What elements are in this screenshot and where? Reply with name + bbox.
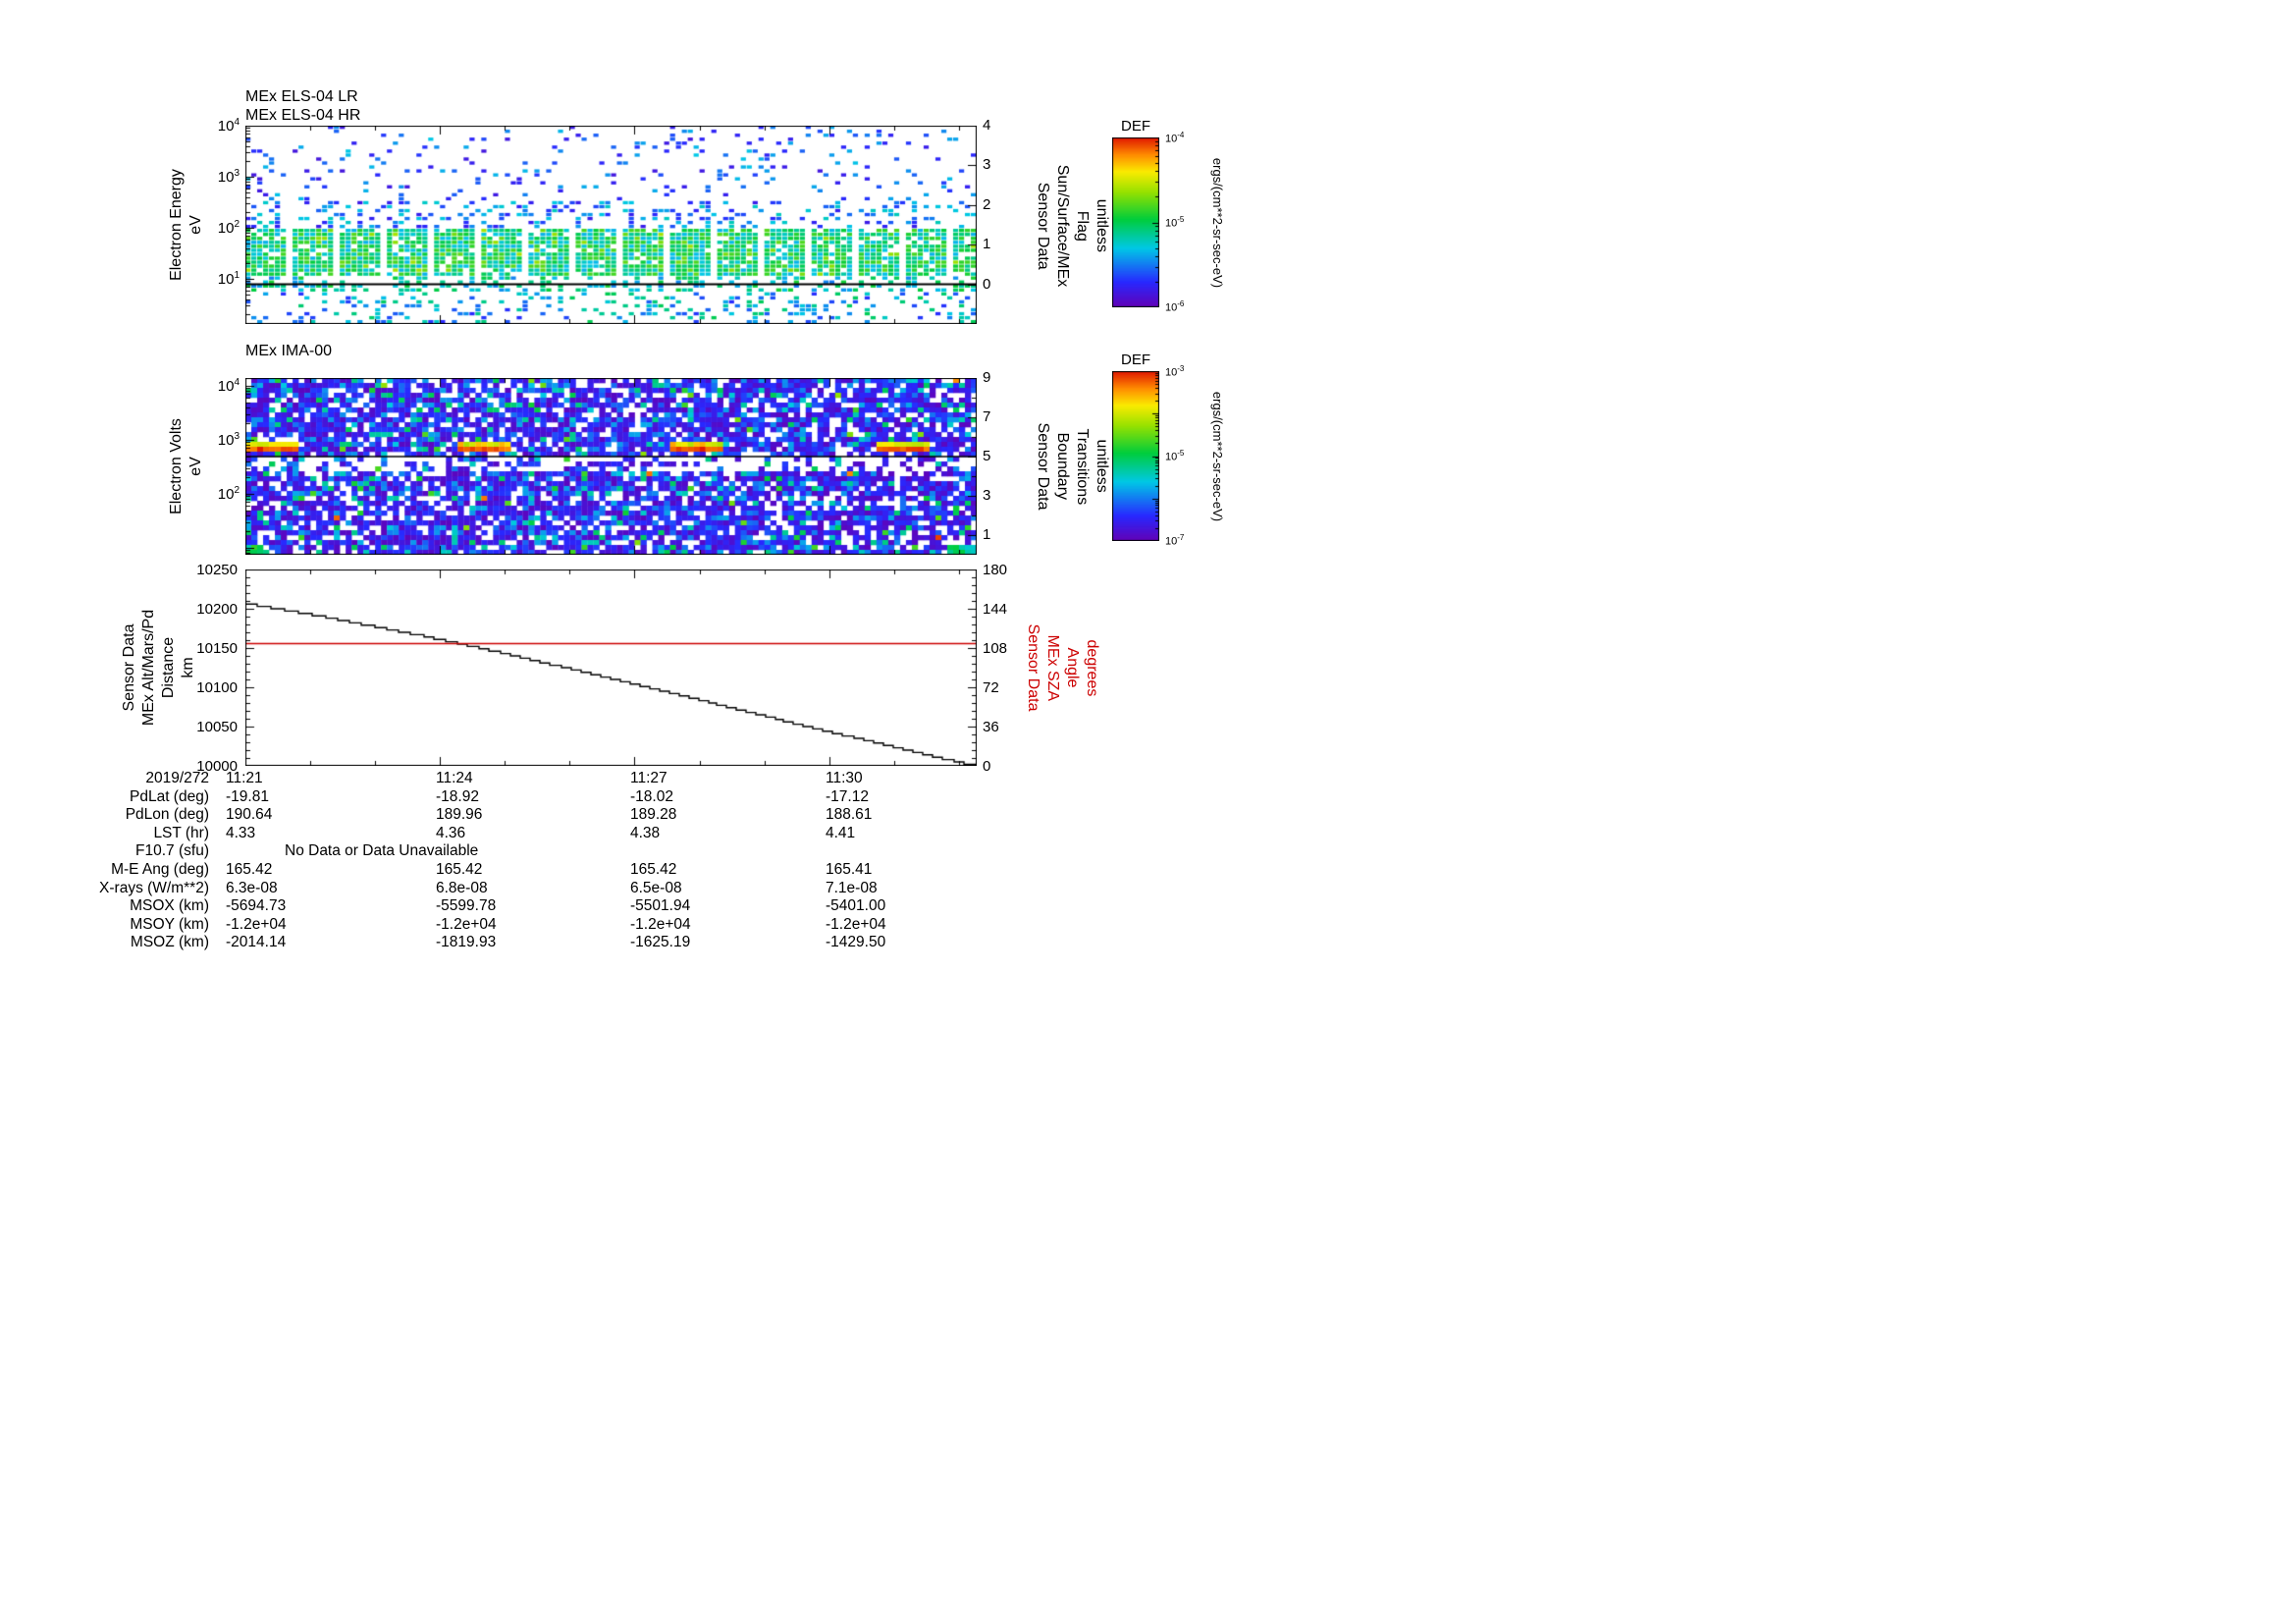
time-tick-label: 11:21 bbox=[226, 770, 263, 786]
els-y-tick-label: 102 bbox=[217, 219, 240, 237]
table-cell-value: -5694.73 bbox=[226, 897, 287, 915]
colorbar-tick-label: 10-4 bbox=[1165, 131, 1185, 145]
table-row-label: M-E Ang (deg) bbox=[111, 861, 209, 878]
table-cell-value: 190.64 bbox=[226, 806, 273, 824]
table-cell-value: -1.2e+04 bbox=[630, 915, 691, 933]
table-cell-value: -19.81 bbox=[226, 787, 269, 805]
table-row-label: X-rays (W/m**2) bbox=[99, 879, 209, 896]
table-cell-value: -1.2e+04 bbox=[226, 915, 287, 933]
ima-right-tick-label: 7 bbox=[983, 408, 991, 425]
table-cell-value: -18.02 bbox=[630, 787, 673, 805]
sza-right-axis-label: Sensor Data MEx SZA Angle degrees bbox=[1025, 623, 1100, 712]
ima-right-tick-label: 9 bbox=[983, 369, 991, 386]
alt-y-tick-label: 10200 bbox=[196, 601, 238, 618]
table-cell-value: -2014.14 bbox=[226, 934, 287, 951]
sza-right-tick-label: 144 bbox=[983, 601, 1008, 618]
els-title-lr: MEx ELS-04 LR bbox=[245, 88, 358, 105]
table-cell-value: 165.42 bbox=[226, 861, 273, 878]
sza-right-tick-label: 108 bbox=[983, 640, 1008, 657]
els-right-tick-label: 3 bbox=[983, 156, 991, 174]
els-colorbar-canvas bbox=[1112, 137, 1159, 307]
els-right-axis-label: Sensor Data Sun/Surface/MEx Flag unitles… bbox=[1035, 164, 1110, 288]
table-cell-value: -17.12 bbox=[826, 787, 869, 805]
table-cell-value: -5401.00 bbox=[826, 897, 886, 915]
els-y-tick-label: 103 bbox=[217, 168, 240, 186]
table-cell-value: 4.38 bbox=[630, 824, 661, 841]
colorbar-tick-label: 10-5 bbox=[1165, 215, 1185, 230]
table-cell-value: -1625.19 bbox=[630, 934, 691, 951]
table-cell-value: 6.8e-08 bbox=[436, 879, 488, 896]
els-colorbar-title: DEF bbox=[1121, 118, 1150, 135]
sza-right-tick-label: 72 bbox=[983, 679, 999, 696]
ima-spectrogram-canvas bbox=[245, 378, 977, 555]
table-cell-value: 165.42 bbox=[436, 861, 483, 878]
table-cell-value: 189.28 bbox=[630, 806, 677, 824]
table-row-label: MSOZ (km) bbox=[130, 934, 209, 951]
ima-right-tick-label: 3 bbox=[983, 487, 991, 504]
ima-right-axis-label: Sensor Data Boundary Transitions unitles… bbox=[1035, 422, 1110, 511]
els-right-tick-label: 2 bbox=[983, 195, 991, 213]
alt-y-tick-label: 10000 bbox=[196, 758, 238, 775]
table-cell-value: -1.2e+04 bbox=[436, 915, 497, 933]
sza-right-tick-label: 180 bbox=[983, 562, 1008, 578]
table-row-label: F10.7 (sfu) bbox=[135, 842, 209, 860]
ima-y-tick-label: 103 bbox=[217, 430, 240, 449]
ima-colorbar-canvas bbox=[1112, 371, 1159, 541]
table-row-label: LST (hr) bbox=[153, 824, 209, 841]
colorbar-tick-label: 10-6 bbox=[1165, 299, 1185, 314]
table-cell-value: 4.33 bbox=[226, 824, 256, 841]
sza-right-tick-label: 36 bbox=[983, 719, 999, 735]
table-cell-value: 165.42 bbox=[630, 861, 677, 878]
table-cell-value: 188.61 bbox=[826, 806, 873, 824]
colorbar-tick-label: 10-3 bbox=[1165, 364, 1185, 379]
alt-y-axis-label: Sensor Data MEx Alt/Mars/Pd Distance km bbox=[121, 609, 196, 727]
table-row-label: PdLon (deg) bbox=[125, 806, 209, 824]
table-cell-value: 6.3e-08 bbox=[226, 879, 278, 896]
els-colorbar-units-label: ergs/(cm**2-sr-sec-eV) bbox=[1210, 157, 1226, 289]
time-tick-label: 11:30 bbox=[826, 770, 863, 786]
ima-right-tick-label: 5 bbox=[983, 448, 991, 464]
altitude-sza-chart-canvas bbox=[245, 569, 977, 766]
ima-right-tick-label: 1 bbox=[983, 526, 991, 543]
alt-y-tick-label: 10100 bbox=[196, 679, 238, 696]
time-tick-label: 11:27 bbox=[630, 770, 667, 786]
els-right-tick-label: 4 bbox=[983, 117, 991, 134]
ima-colorbar-units-label: ergs/(cm**2-sr-sec-eV) bbox=[1210, 391, 1226, 522]
table-cell-value: 189.96 bbox=[436, 806, 483, 824]
table-cell-value: -5501.94 bbox=[630, 897, 691, 915]
colorbar-tick-label: 10-5 bbox=[1165, 449, 1185, 463]
ima-colorbar-title: DEF bbox=[1121, 352, 1150, 368]
alt-y-tick-label: 10250 bbox=[196, 562, 238, 578]
ima-y-tick-label: 102 bbox=[217, 484, 240, 503]
els-y-tick-label: 101 bbox=[217, 270, 240, 288]
els-spectrogram-canvas bbox=[245, 126, 977, 324]
els-right-tick-label: 1 bbox=[983, 236, 991, 253]
table-cell-value: -1819.93 bbox=[436, 934, 497, 951]
table-row-label: MSOY (km) bbox=[130, 915, 209, 933]
table-cell-value: 4.41 bbox=[826, 824, 856, 841]
table-row-label: 2019/272 bbox=[145, 770, 209, 786]
els-y-tick-label: 104 bbox=[217, 117, 240, 135]
table-cell-value: 6.5e-08 bbox=[630, 879, 682, 896]
sza-right-tick-label: 0 bbox=[983, 758, 991, 775]
table-span-value: No Data or Data Unavailable bbox=[285, 842, 479, 860]
ima-title: MEx IMA-00 bbox=[245, 343, 333, 359]
els-title-hr: MEx ELS-04 HR bbox=[245, 107, 361, 124]
table-cell-value: -1429.50 bbox=[826, 934, 886, 951]
table-row-label: MSOX (km) bbox=[130, 897, 209, 915]
table-cell-value: 4.36 bbox=[436, 824, 466, 841]
alt-y-tick-label: 10150 bbox=[196, 640, 238, 657]
els-right-tick-label: 0 bbox=[983, 275, 991, 293]
time-tick-label: 11:24 bbox=[436, 770, 473, 786]
table-cell-value: -5599.78 bbox=[436, 897, 497, 915]
ima-y-tick-label: 104 bbox=[217, 376, 240, 395]
colorbar-tick-label: 10-7 bbox=[1165, 533, 1185, 548]
table-cell-value: -1.2e+04 bbox=[826, 915, 886, 933]
alt-y-tick-label: 10050 bbox=[196, 719, 238, 735]
table-cell-value: -18.92 bbox=[436, 787, 479, 805]
table-cell-value: 7.1e-08 bbox=[826, 879, 878, 896]
table-row-label: PdLat (deg) bbox=[130, 787, 209, 805]
table-cell-value: 165.41 bbox=[826, 861, 873, 878]
